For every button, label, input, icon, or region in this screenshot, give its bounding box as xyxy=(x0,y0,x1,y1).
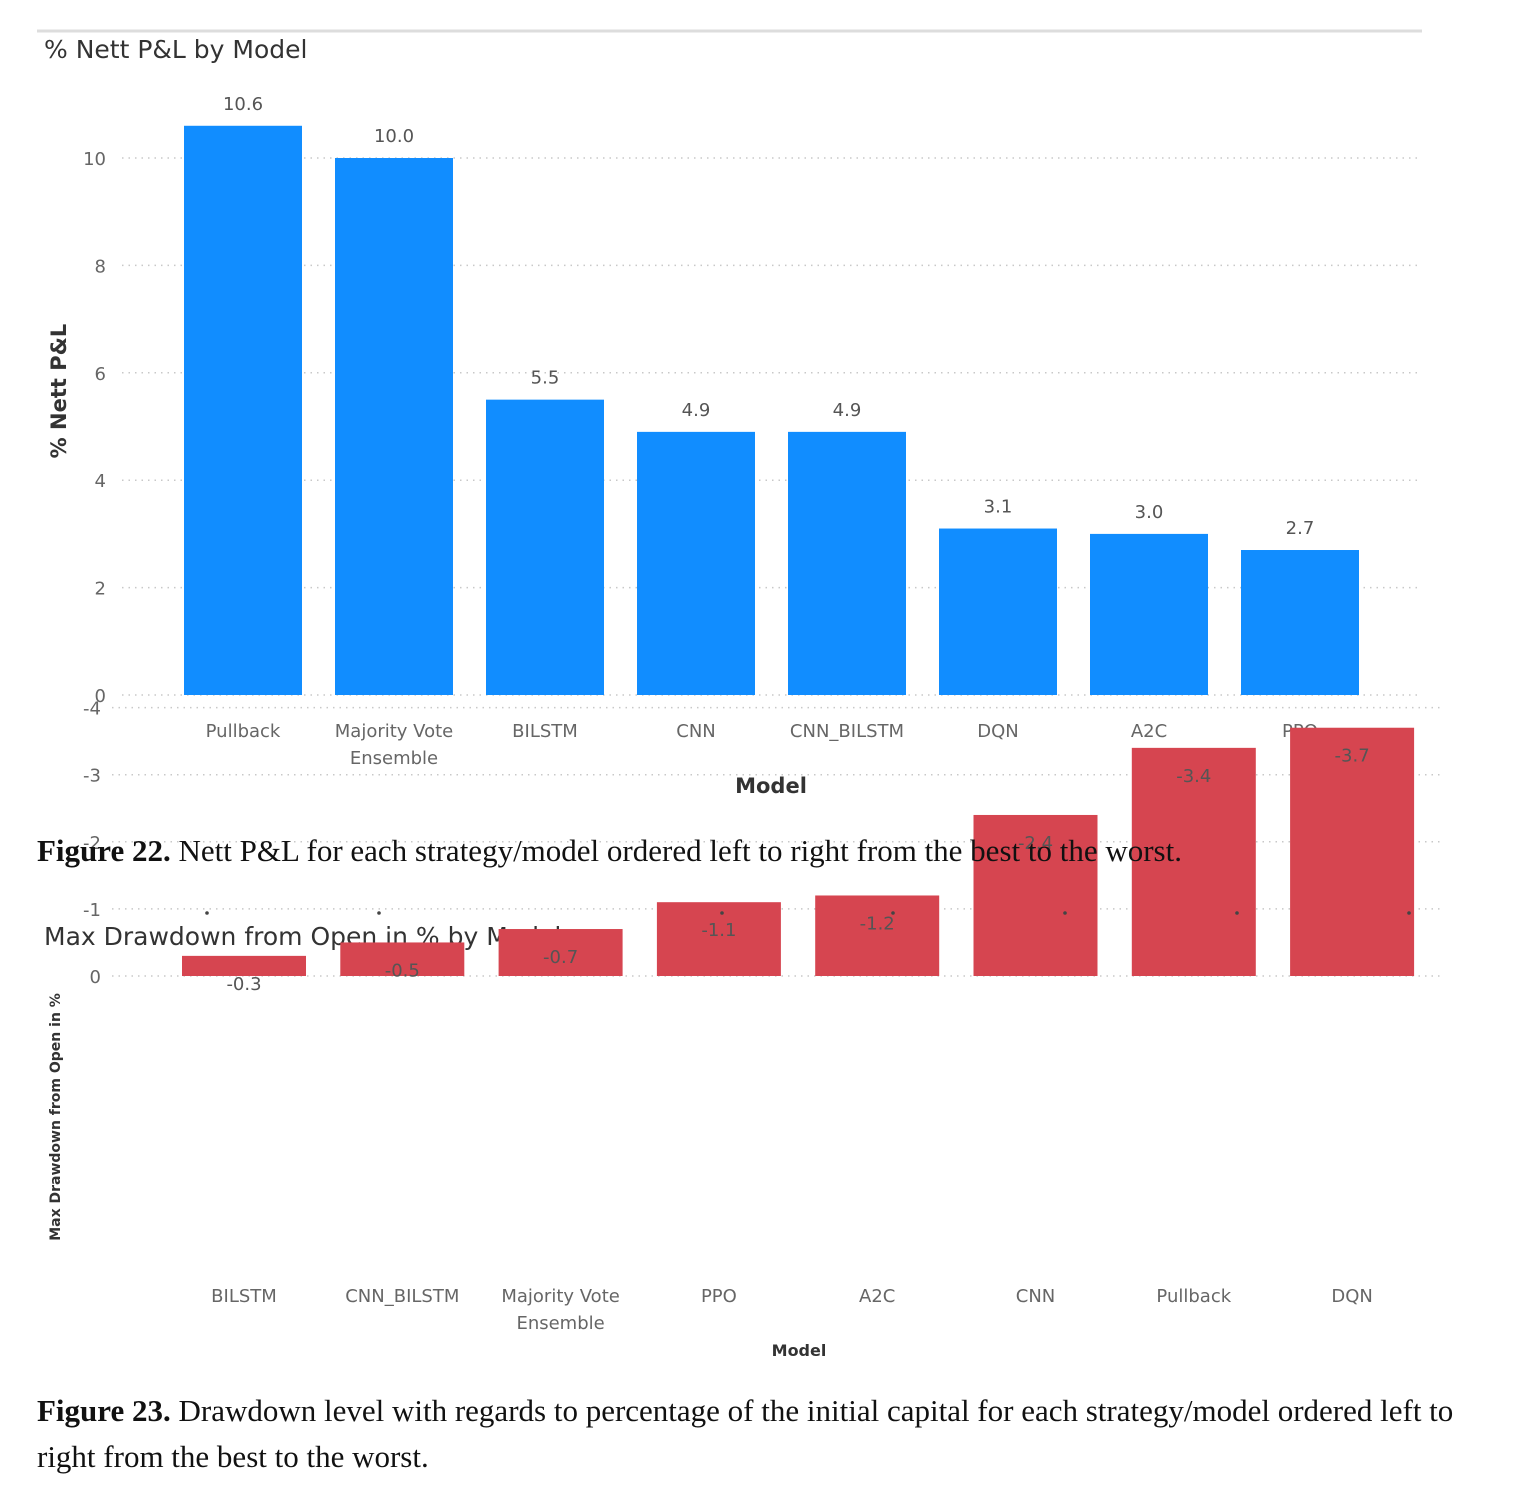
y-tick-label: 10 xyxy=(83,149,106,170)
figure-22-text: Nett P&L for each strategy/model ordered… xyxy=(170,833,1183,868)
figure-23-caption: Figure 23. Drawdown level with regards t… xyxy=(37,1388,1477,1480)
x-tick-label: Ensemble xyxy=(350,748,438,769)
bar xyxy=(788,431,906,695)
visual-handle-dot xyxy=(377,911,381,915)
bar xyxy=(498,929,623,976)
bar xyxy=(184,125,302,695)
data-label: 4.9 xyxy=(682,400,711,421)
data-label: 3.1 xyxy=(984,497,1013,518)
data-label: 3.0 xyxy=(1135,502,1164,523)
y-tick-label: 8 xyxy=(95,256,106,277)
chart1-title: % Nett P&L by Model xyxy=(44,35,307,64)
data-label: -3.4 xyxy=(1176,766,1211,787)
y-tick-label: 0 xyxy=(90,967,101,988)
bar xyxy=(1241,550,1359,695)
data-label: -0.7 xyxy=(543,947,578,968)
figure-22-label: Figure 22. xyxy=(37,833,171,868)
chart2-title: Max Drawdown from Open in % by Model xyxy=(44,922,561,951)
y-tick-label: -3 xyxy=(83,766,101,787)
bar xyxy=(656,902,781,976)
x-tick-label: CNN xyxy=(1016,1286,1056,1307)
bar xyxy=(335,158,453,695)
figure-22-caption: Figure 22. Nett P&L for each strategy/mo… xyxy=(37,828,1477,874)
x-tick-label: DQN xyxy=(977,721,1019,742)
x-tick-label: A2C xyxy=(859,1286,895,1307)
bar xyxy=(1290,727,1415,976)
data-label: -1.2 xyxy=(860,913,895,934)
bar xyxy=(815,895,940,976)
visual-handle-dot xyxy=(1235,911,1239,915)
y-tick-label: -2 xyxy=(83,833,101,854)
data-label: 5.5 xyxy=(531,368,560,389)
x-axis-title: Model xyxy=(735,774,807,798)
pnl-bar-chart: 0 2 4 6 8 10 10.6 Pullback 10.0 Majority Vote Ense… xyxy=(47,94,1418,798)
x-tick-label: A2C xyxy=(1131,721,1167,742)
data-label: -0.3 xyxy=(226,974,261,995)
x-tick-label: BILSTM xyxy=(512,721,578,742)
x-tick-label: CNN_BILSTM xyxy=(345,1286,459,1307)
bar xyxy=(1131,747,1256,976)
x-tick-label: Majority Vote xyxy=(501,1286,619,1307)
data-label: -2.4 xyxy=(1018,833,1053,854)
visual-handle-dot xyxy=(205,911,209,915)
y-tick-label: 2 xyxy=(95,579,106,600)
bar xyxy=(1090,533,1208,695)
x-tick-label: CNN xyxy=(676,721,716,742)
x-tick-label: DQN xyxy=(1331,1286,1373,1307)
x-tick-label: PPO xyxy=(701,1286,737,1307)
data-label: -0.5 xyxy=(385,960,420,981)
x-tick-label: BILSTM xyxy=(211,1286,277,1307)
bar xyxy=(637,431,755,695)
y-tick-label: -1 xyxy=(83,900,101,921)
y-tick-label: 0 xyxy=(95,686,106,707)
bar xyxy=(973,814,1098,976)
y-tick-label: 4 xyxy=(95,471,106,492)
x-tick-label: Pullback xyxy=(1156,1286,1231,1307)
data-label: -1.1 xyxy=(701,920,736,941)
figure-23-text: Drawdown level with regards to percentag… xyxy=(37,1393,1454,1474)
x-axis-title: Model xyxy=(772,1341,827,1360)
x-tick-label: Pullback xyxy=(206,721,281,742)
visual-handle-dot xyxy=(720,911,724,915)
drawdown-bar-chart: 0 -1 -2 -3 -4 -0.3 BILSTM -0.5 CNN_BILSTM -0.7 Maj… xyxy=(48,699,1442,1360)
data-label: -3.7 xyxy=(1335,746,1370,767)
data-label: 10.6 xyxy=(223,94,263,115)
figure-23-label: Figure 23. xyxy=(37,1393,171,1428)
x-tick-label: Majority Vote xyxy=(335,721,453,742)
bar xyxy=(486,399,604,695)
bar xyxy=(939,528,1057,695)
data-label: 4.9 xyxy=(833,400,862,421)
visual-handle-dot xyxy=(1063,911,1067,915)
x-tick-label: CNN_BILSTM xyxy=(790,721,904,742)
y-tick-label: -4 xyxy=(83,699,101,720)
y-tick-label: 6 xyxy=(95,364,106,385)
data-label: 2.7 xyxy=(1286,518,1315,539)
y-axis-title: % Nett P&L xyxy=(47,324,71,459)
bar xyxy=(182,955,306,976)
data-label: 10.0 xyxy=(374,126,414,147)
visual-handle-dot xyxy=(891,911,895,915)
bar xyxy=(340,942,465,976)
y-axis-title: Max Drawdown from Open in % xyxy=(48,993,64,1241)
visual-handle-dot xyxy=(1407,911,1411,915)
x-tick-label: Ensemble xyxy=(516,1313,604,1334)
